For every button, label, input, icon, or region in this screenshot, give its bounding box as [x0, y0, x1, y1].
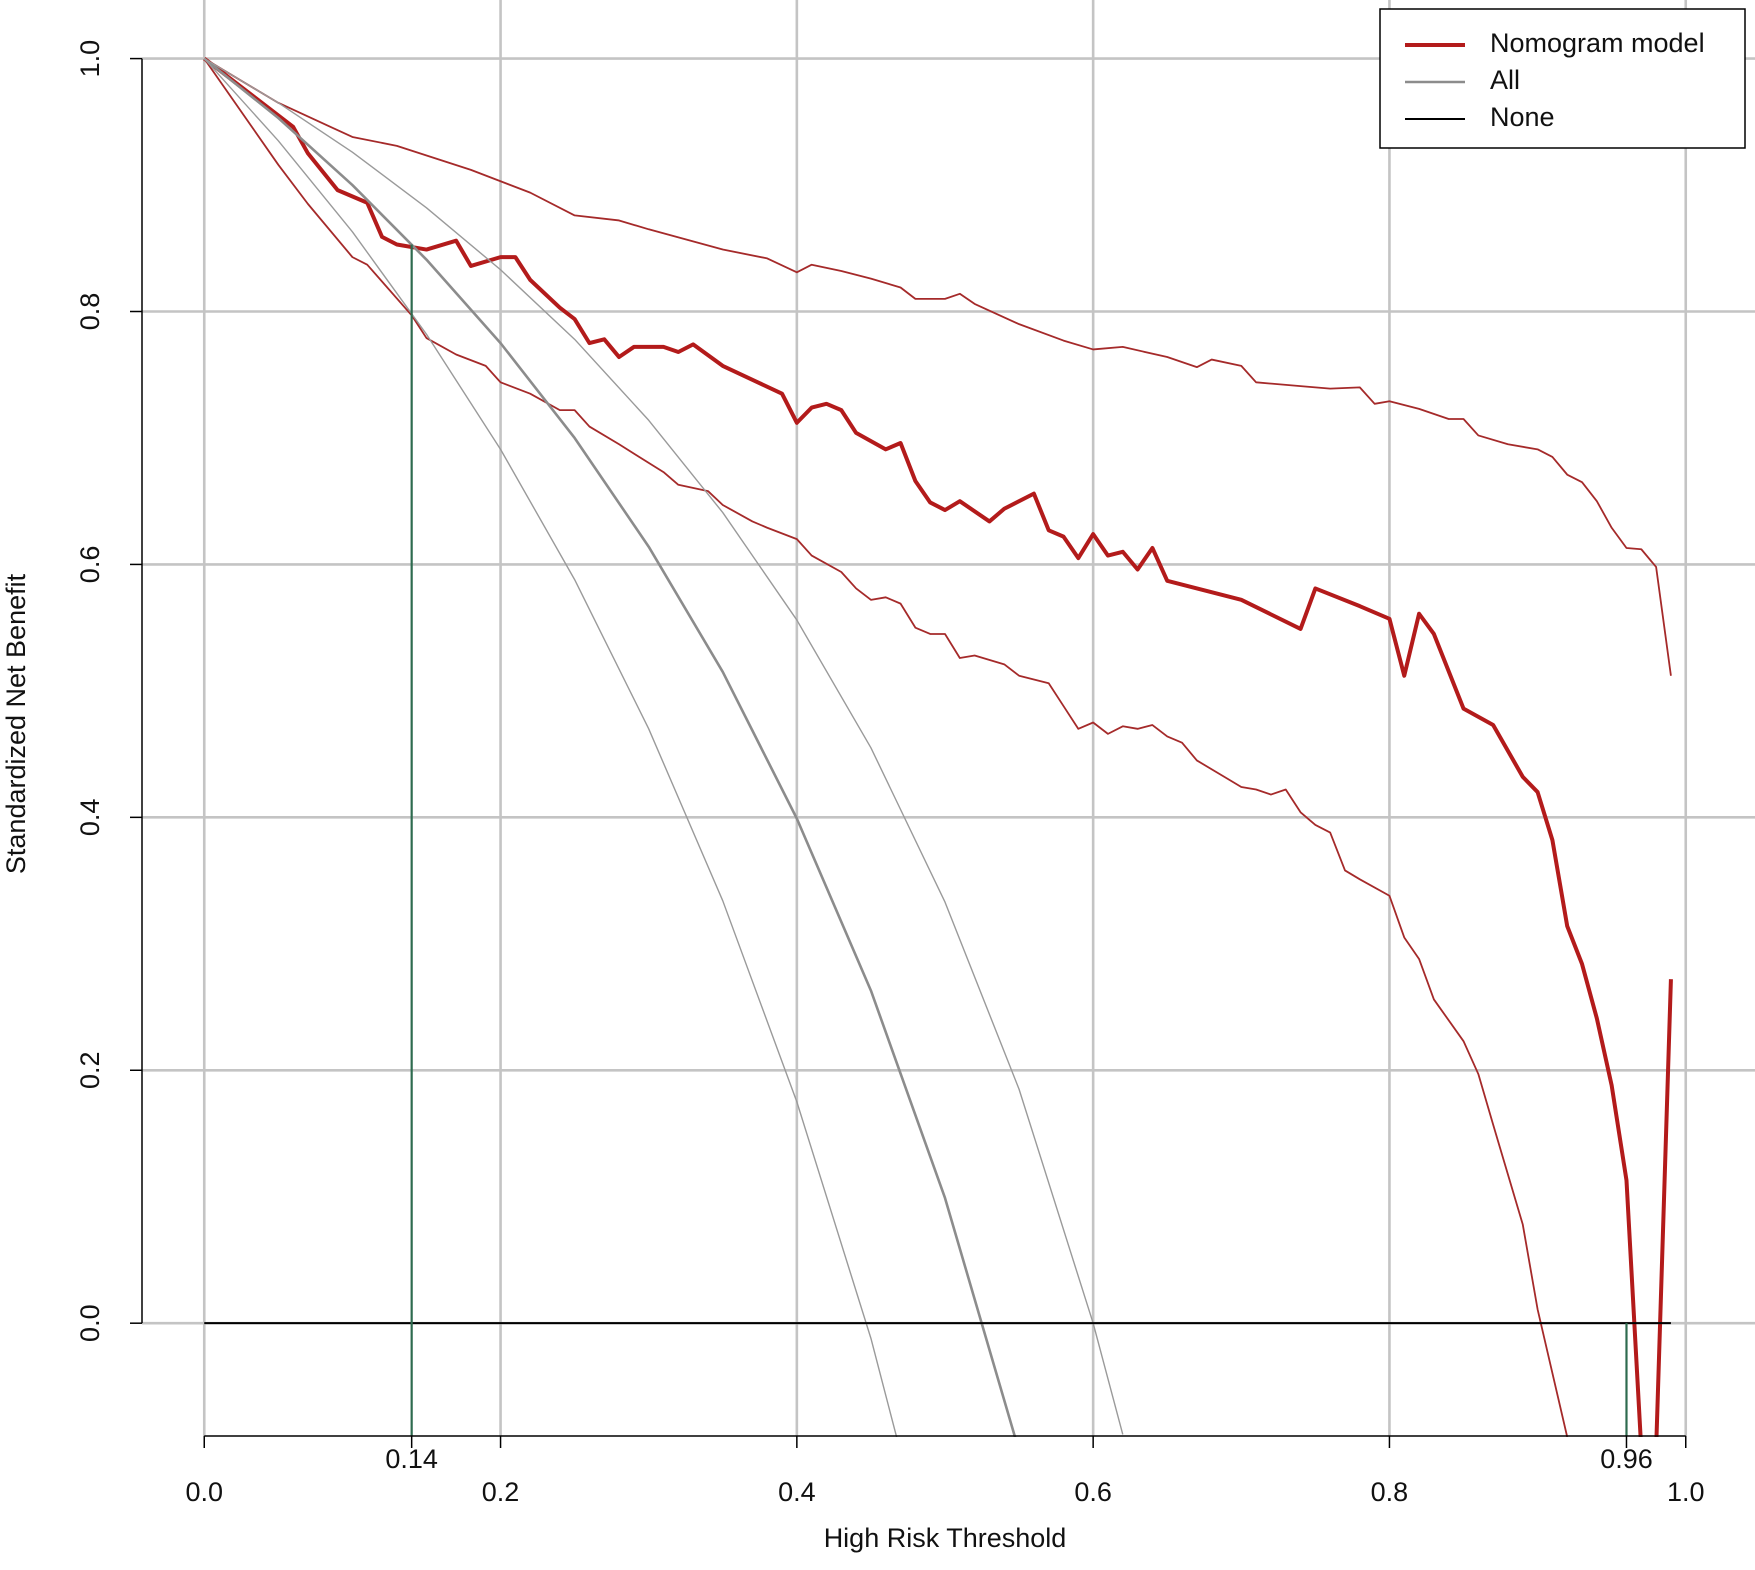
- plot-area: [203, 56, 1673, 1437]
- y-tick-label: 0.2: [75, 1051, 105, 1089]
- x-tick-label: 0.6: [1074, 1477, 1112, 1507]
- reference-label: 0.96: [1600, 1444, 1653, 1474]
- series-line: [203, 57, 1672, 676]
- axes: 0.0 0.2 0.4 0.6 0.8 1.0 0.0 0.2 0.4 0.6 0.8 1.0 0.14…: [75, 40, 1704, 1507]
- series-line: [203, 57, 1017, 1437]
- y-axis-label: Standardized Net Benefit: [1, 573, 31, 874]
- x-tick-label: 0.4: [778, 1477, 816, 1507]
- legend-label: None: [1490, 102, 1555, 132]
- x-axis-label: High Risk Threshold: [824, 1523, 1067, 1553]
- x-tick-label: 0.8: [1371, 1477, 1409, 1507]
- y-tick-label: 0.4: [75, 799, 105, 837]
- series-line: [203, 58, 898, 1437]
- legend-label: All: [1490, 65, 1520, 95]
- y-tick-label: 0.8: [75, 293, 105, 331]
- legend-label: Nomogram model: [1490, 28, 1705, 58]
- series-line: [203, 57, 1124, 1435]
- series-line: [203, 58, 1569, 1437]
- x-tick-label: 0.2: [482, 1477, 520, 1507]
- series-line: [203, 56, 1673, 1437]
- x-tick-label: 1.0: [1667, 1477, 1705, 1507]
- y-tick-label: 1.0: [75, 40, 105, 78]
- reference-label: 0.14: [385, 1444, 438, 1474]
- y-tick-label: 0.6: [75, 546, 105, 584]
- legend: Nomogram model All None: [1379, 8, 1746, 149]
- x-tick-label: 0.0: [185, 1477, 223, 1507]
- legend-box: [1379, 8, 1746, 149]
- y-tick-label: 0.0: [75, 1304, 105, 1342]
